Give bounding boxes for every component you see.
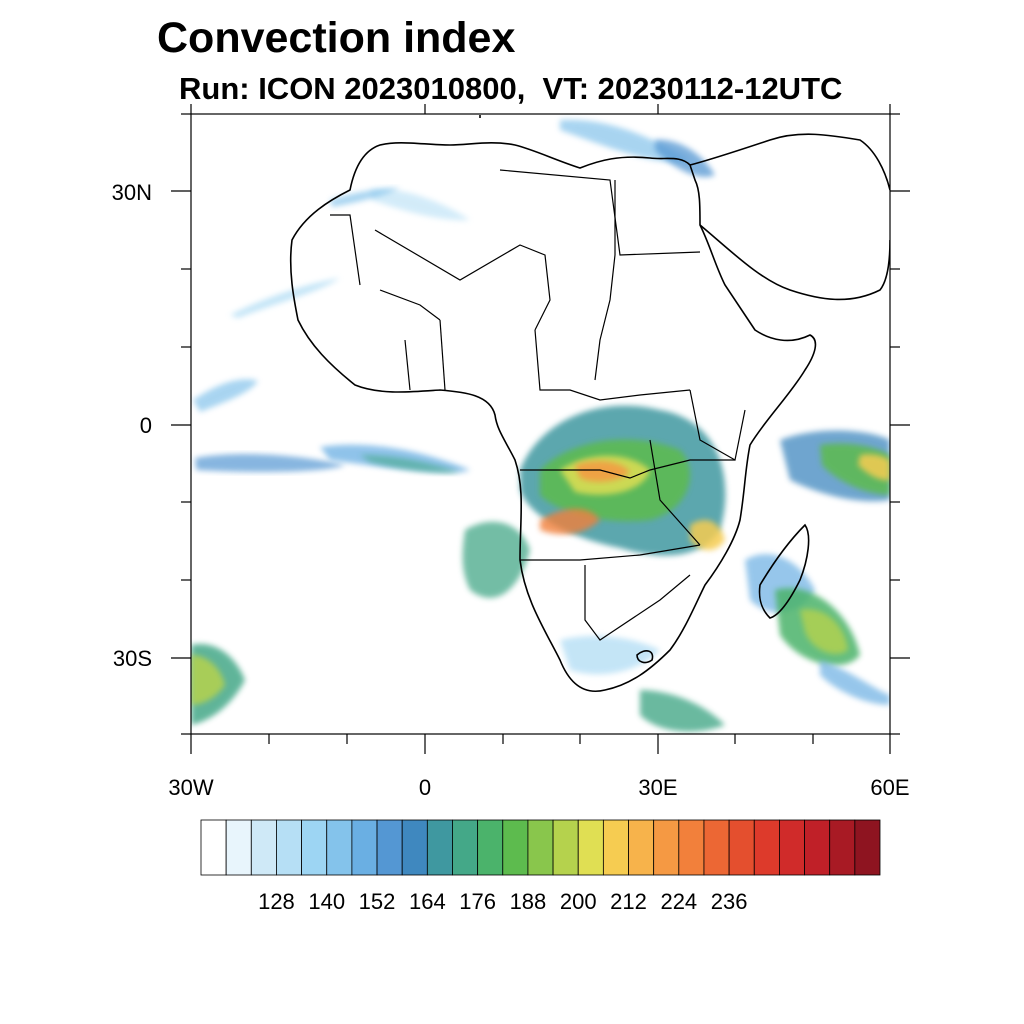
- colorbar-tick-label: 212: [610, 889, 647, 914]
- lon-label-30e: 30E: [638, 775, 678, 800]
- colorbar-swatch: [376, 819, 403, 876]
- convection-field: [191, 119, 890, 732]
- colorbar-swatch: [200, 819, 227, 876]
- lon-label-0: 0: [418, 775, 432, 800]
- map-title: Convection index: [157, 14, 516, 62]
- colorbar-swatch: [477, 819, 504, 876]
- colorbar-swatch: [678, 819, 705, 876]
- colorbar-swatch: [653, 819, 680, 876]
- colorbar-tick-label: 200: [559, 889, 597, 914]
- colorbar-tick-label: 164: [408, 889, 446, 914]
- colorbar-swatch: [426, 819, 453, 876]
- colorbar-swatch: [452, 819, 479, 876]
- colorbar-swatch: [527, 819, 554, 876]
- axis-ticks: [171, 104, 910, 754]
- colorbar-swatch: [829, 819, 856, 876]
- colorbar-swatch: [728, 819, 755, 876]
- colorbar-swatch: [602, 819, 629, 876]
- map-subtitle: Run: ICON 2023010800, VT: 20230112-12UTC: [179, 71, 843, 106]
- colorbar-swatch: [225, 819, 252, 876]
- colorbar-swatch: [577, 819, 604, 876]
- colorbar-tick-label: 236: [710, 889, 748, 914]
- colorbar-tick-label: 176: [459, 889, 496, 914]
- lat-label-0: 0: [139, 413, 152, 438]
- colorbar-swatch: [628, 819, 655, 876]
- lat-label-30s: 30S: [112, 646, 152, 671]
- colorbar-swatch: [502, 819, 529, 876]
- colorbar-tick-label: 140: [308, 889, 346, 914]
- map-frame: [190, 113, 891, 735]
- colorbar-swatch: [326, 819, 353, 876]
- colorbar-tick-label: 224: [660, 889, 698, 914]
- colorbar-swatch: [301, 819, 328, 876]
- colorbar: [200, 819, 881, 876]
- colorbar-tick-label: 188: [509, 889, 547, 914]
- colorbar-swatch: [854, 819, 881, 876]
- colorbar-swatch: [779, 819, 805, 876]
- colorbar-swatch: [703, 819, 730, 876]
- colorbar-swatch: [401, 819, 428, 876]
- colorbar-tick-label: 128: [258, 889, 295, 914]
- colorbar-swatch: [552, 819, 579, 876]
- country-borders: [330, 169, 746, 641]
- colorbar-swatch: [753, 819, 780, 876]
- lon-label-30w: 30W: [168, 775, 214, 800]
- colorbar-swatch: [250, 819, 277, 876]
- lon-label-60e: 60E: [870, 775, 910, 800]
- colorbar-swatch: [804, 819, 831, 876]
- coastline: [289, 115, 890, 692]
- colorbar-swatch: [276, 819, 302, 876]
- colorbar-swatch: [351, 819, 378, 876]
- lat-label-30n: 30N: [111, 180, 152, 205]
- colorbar-tick-label: 152: [358, 889, 396, 914]
